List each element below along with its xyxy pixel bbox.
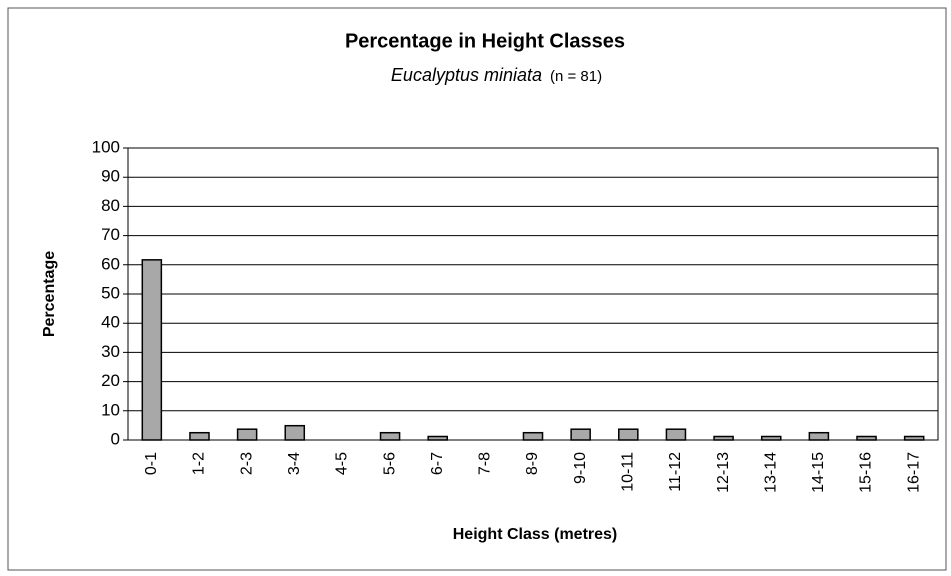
chart-subtitle: Eucalyptus miniata: [391, 65, 542, 85]
bar: [522, 431, 544, 441]
x-tick-label: 12-13: [715, 452, 732, 493]
y-axis-title: Percentage: [41, 251, 58, 337]
y-tick-label: 80: [101, 196, 120, 215]
bar: [760, 435, 782, 441]
x-tick-label: 9-10: [572, 452, 589, 484]
y-tick-label: 0: [111, 429, 120, 448]
x-tick-label: 16-17: [905, 452, 922, 493]
x-tick-label: 11-12: [667, 452, 684, 492]
y-tick-label: 10: [101, 400, 120, 419]
x-tick-label: 13-14: [762, 452, 779, 493]
bar: [618, 428, 639, 441]
chart-frame: [7, 7, 947, 571]
x-tick-label: 2-3: [238, 452, 255, 475]
bar: [856, 435, 877, 441]
x-axis-title: Height Class (metres): [453, 526, 618, 543]
bar: [284, 424, 306, 441]
bar: [236, 428, 258, 441]
bar: [427, 435, 448, 441]
y-tick-label: 70: [101, 225, 120, 244]
y-tick-label: 90: [101, 167, 120, 186]
x-tick-label: 8-9: [524, 452, 541, 475]
x-tick-label: 7-8: [477, 452, 494, 475]
x-tick-label: 14-15: [810, 452, 827, 493]
y-tick-label: 50: [101, 283, 120, 302]
x-tick-label: 0-1: [143, 452, 160, 475]
bar: [665, 428, 687, 441]
y-tick-label: 100: [92, 137, 120, 156]
y-tick-label: 30: [101, 342, 120, 361]
x-tick-label: 1-2: [191, 452, 208, 475]
x-tick-label: 10-11: [620, 452, 637, 492]
bar: [141, 259, 163, 441]
x-tick-label: 4-5: [334, 452, 351, 475]
bar: [189, 431, 210, 441]
y-tick-label: 60: [101, 254, 120, 273]
bar: [808, 431, 830, 441]
x-tick-label: 6-7: [429, 452, 446, 475]
bar: [570, 428, 591, 441]
y-tick-label: 20: [101, 371, 120, 390]
x-tick-label: 5-6: [381, 452, 398, 475]
x-tick-label: 3-4: [286, 452, 303, 475]
bar: [379, 431, 401, 441]
bar: [713, 435, 734, 441]
bar: [903, 435, 925, 441]
annotation: (n = 81): [550, 68, 602, 85]
chart-title: Percentage in Height Classes: [345, 30, 625, 52]
x-tick-label: 15-16: [858, 452, 875, 493]
y-tick-label: 40: [101, 313, 120, 332]
